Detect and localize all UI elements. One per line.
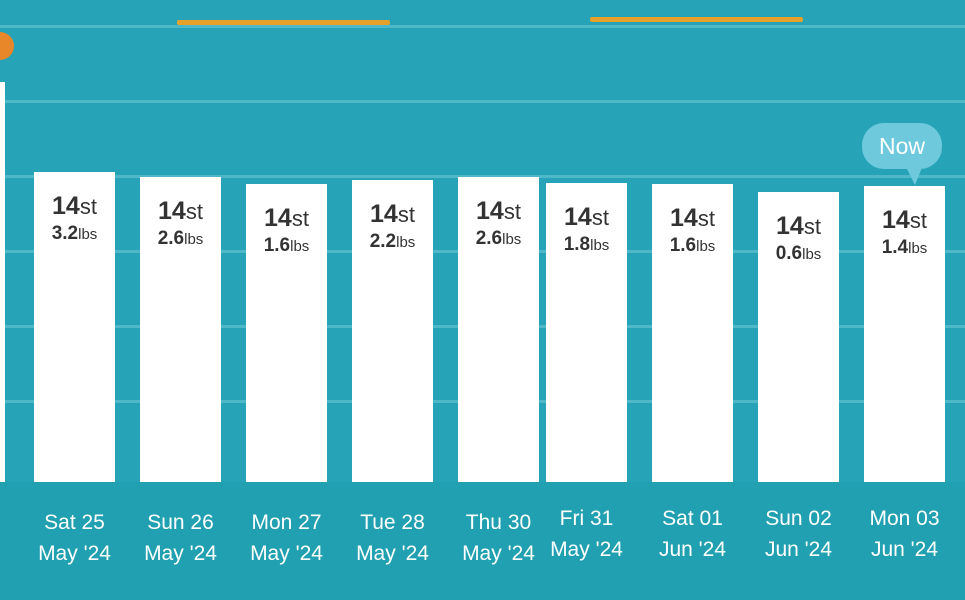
now-marker: Now	[862, 123, 942, 169]
bar	[458, 176, 539, 482]
bar-value-label: 14st 1.6lbs	[263, 204, 310, 256]
x-tick-label: Fri 31 May '24	[550, 507, 623, 561]
x-tick-label: Mon 03 Jun '24	[869, 507, 940, 561]
x-tick-label: Sun 26 May '24	[144, 511, 217, 565]
x-tick-label: Sun 02 Jun '24	[764, 507, 833, 561]
goal-line	[177, 20, 390, 25]
bar	[352, 179, 433, 482]
bar	[546, 182, 627, 482]
x-tick-label: Sat 01 Jun '24	[658, 507, 727, 561]
x-tick-label: Sat 25 May '24	[38, 511, 111, 565]
bar	[652, 184, 733, 482]
bar	[864, 185, 945, 482]
bar-value-label: 14st 2.6lbs	[157, 196, 204, 249]
data-point-marker	[0, 32, 14, 60]
bar	[34, 172, 115, 482]
x-tick-label: Mon 27 May '24	[250, 511, 323, 565]
goal-line	[590, 17, 803, 22]
x-tick-label: Thu 30 May '24	[462, 511, 535, 565]
bar	[758, 191, 839, 482]
bar-value-label: 14st 2.6lbs	[475, 196, 522, 249]
now-marker-tail	[905, 165, 923, 185]
bar-value-label: 14st 0.6lbs	[775, 211, 822, 264]
bar-value-label: 14st 1.8lbs	[563, 202, 610, 255]
bar-value-label: 14st 3.2lbs	[51, 192, 98, 244]
x-tick-label: Tue 28 May '24	[356, 511, 429, 565]
offscreen-bar	[0, 82, 5, 482]
bar-value-label: 14st 1.4lbs	[881, 205, 928, 258]
gridline	[0, 100, 965, 103]
bar-value-label: 14st 2.2lbs	[369, 199, 416, 252]
bar	[140, 176, 221, 482]
x-axis-band	[0, 482, 965, 600]
gridline	[0, 25, 965, 28]
bar-value-label: 14st 1.6lbs	[669, 204, 716, 256]
bar	[246, 184, 327, 482]
